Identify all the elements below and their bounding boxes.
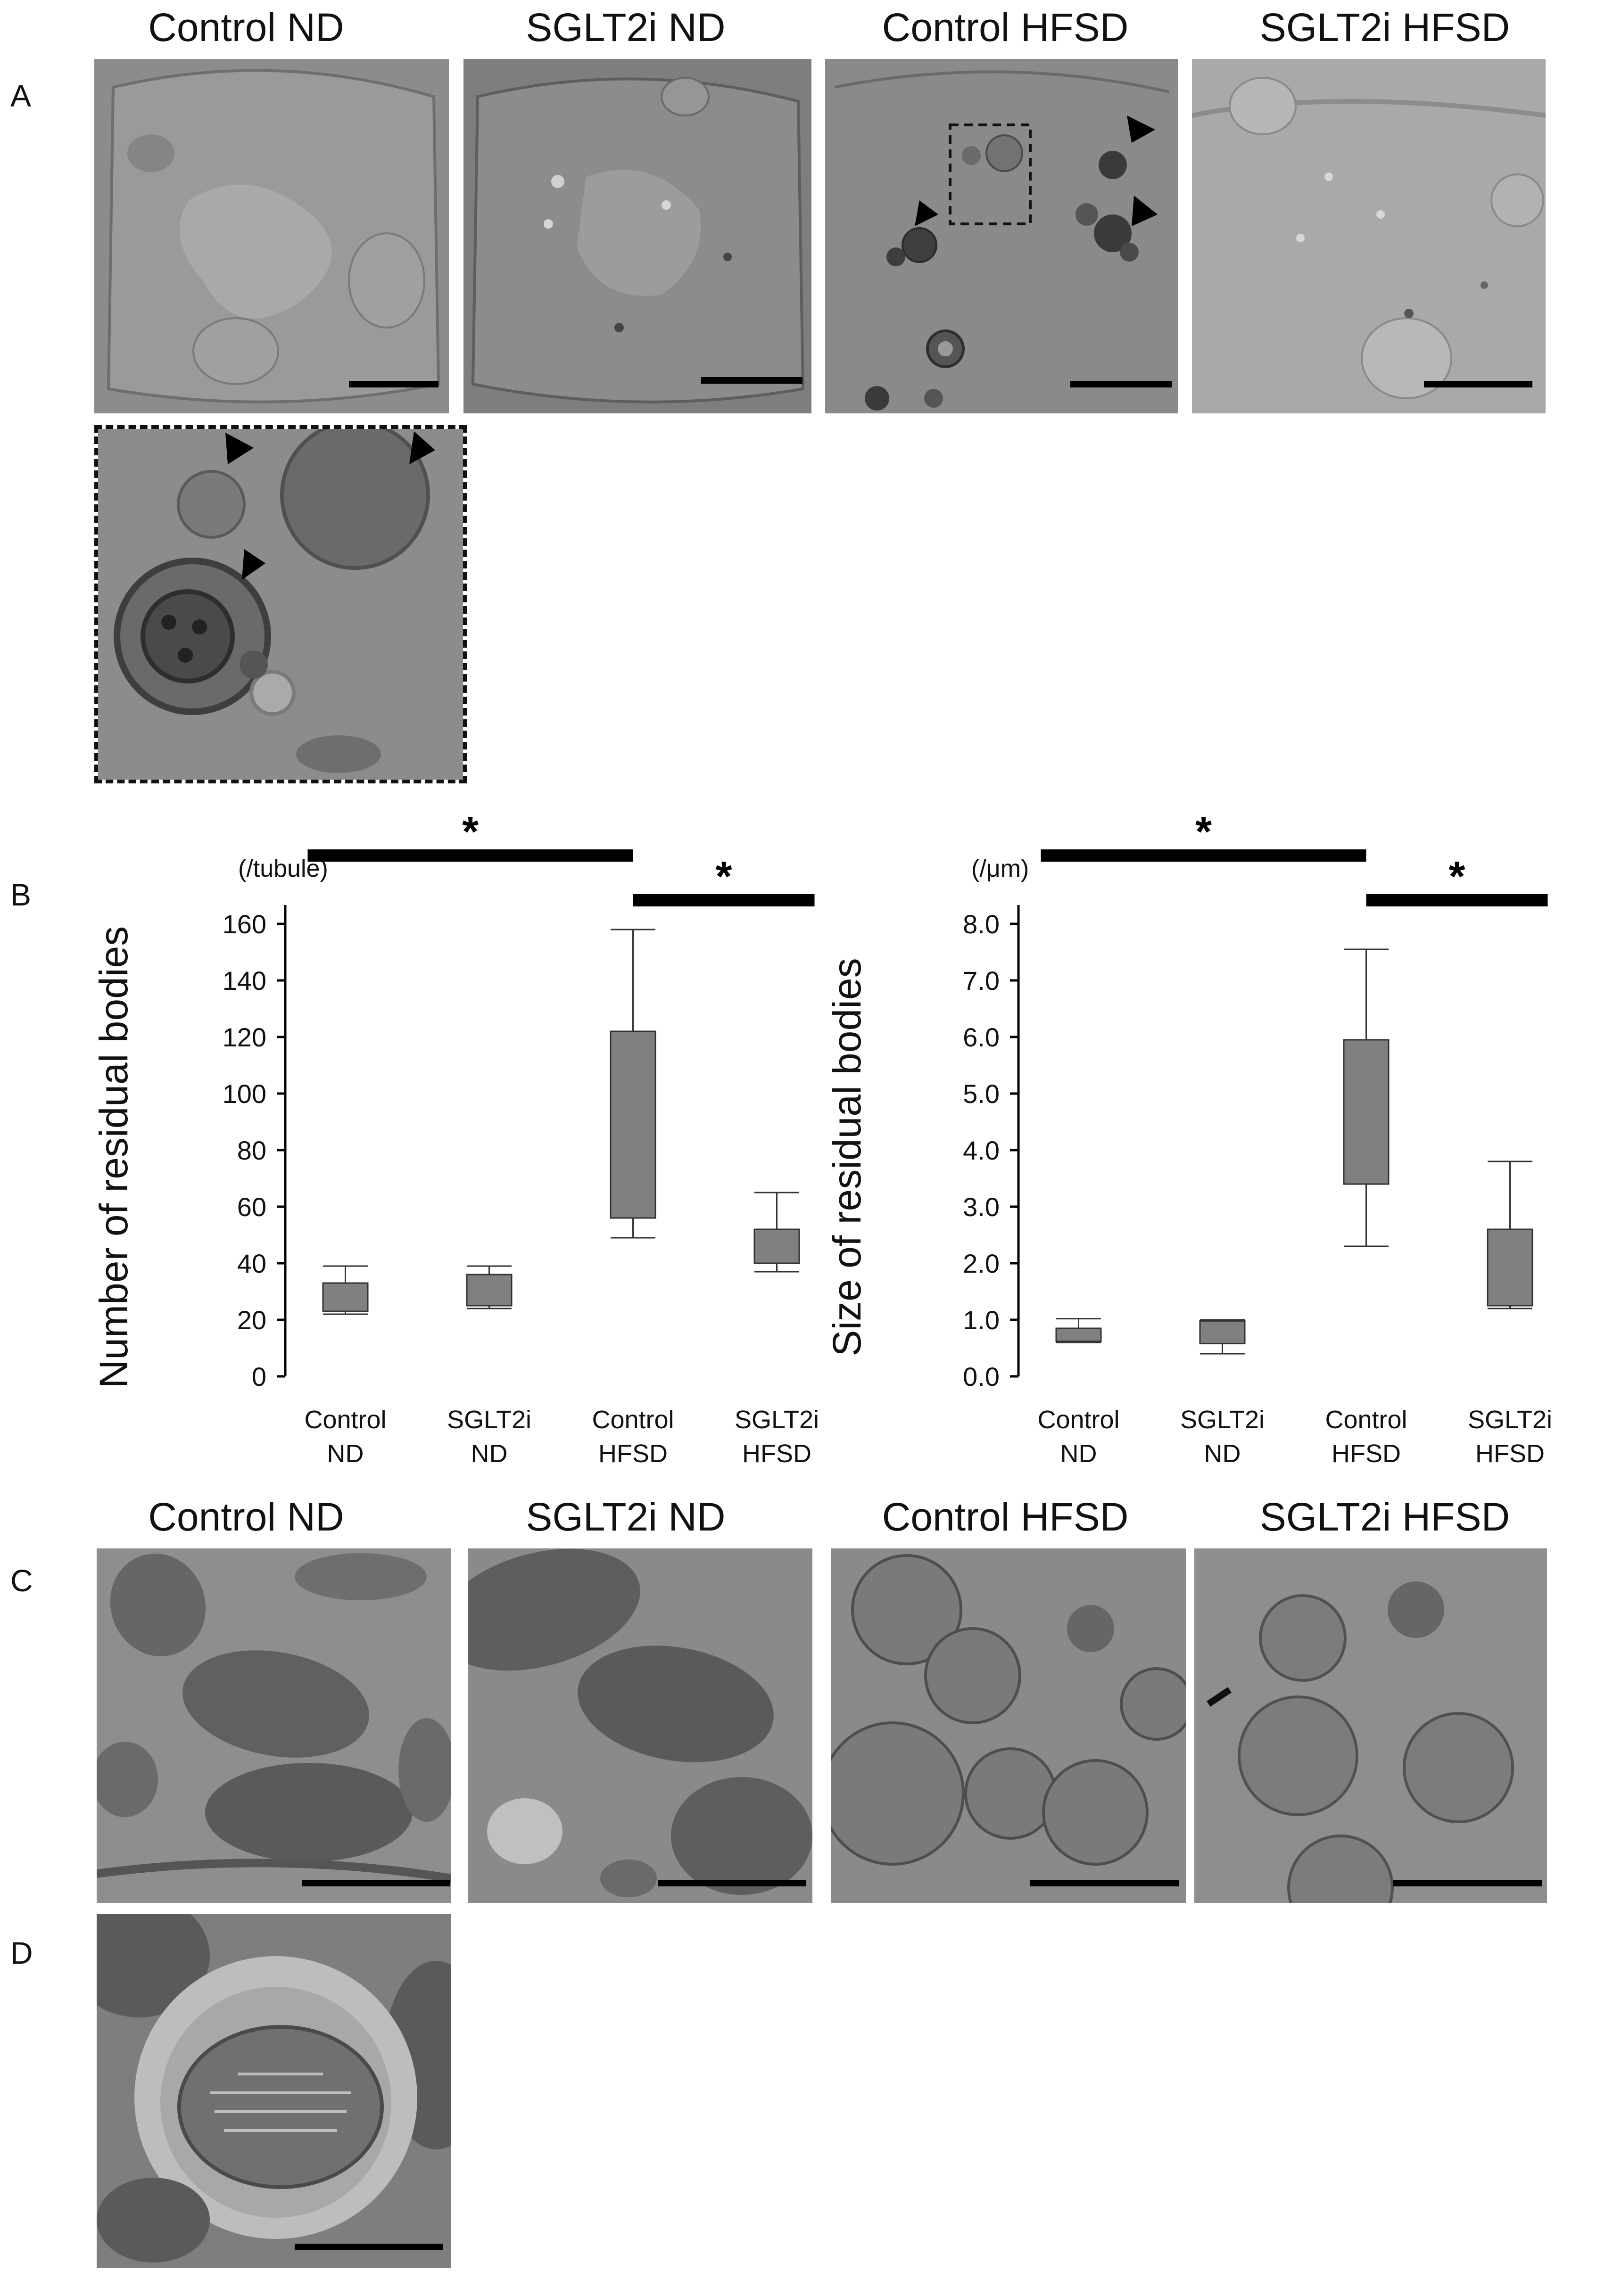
- x-category-label: SGLT2i: [1468, 1406, 1552, 1434]
- em-image-c-control-hfsd: [831, 1548, 1186, 1903]
- x-category-label: Control: [304, 1406, 386, 1434]
- y-tick-label: 40: [237, 1249, 266, 1278]
- em-image-a-sglt2i-nd: [463, 59, 811, 413]
- scale-bar: [349, 381, 438, 387]
- em-image-c-sglt2i-nd: [468, 1548, 812, 1903]
- em-image-a-sglt2i-hfsd: [1192, 59, 1546, 413]
- box: [610, 1030, 656, 1219]
- title-a-sglt2i-nd: SGLT2i ND: [526, 5, 726, 49]
- title-c-sglt2i-nd: SGLT2i ND: [526, 1495, 726, 1539]
- box: [1055, 1327, 1102, 1342]
- panel-label-d: D: [10, 1935, 33, 1970]
- x-category-label: HFSD: [742, 1440, 811, 1468]
- x-category-label: Control: [592, 1406, 674, 1434]
- scale-bar: [302, 1880, 450, 1886]
- box: [1487, 1228, 1533, 1307]
- y-tick-label: 160: [223, 909, 266, 939]
- significance-star: *: [1448, 853, 1465, 900]
- panel-label-c: C: [10, 1563, 33, 1598]
- chart-size-residual-bodies: 0.0 1.0 2.0 3.0 4.0 5.0 6.0 7.0 8.0 (/μm) Size of …: [797, 782, 1605, 1490]
- scale-bar: [1424, 381, 1532, 387]
- x-category-label: SGLT2i: [735, 1406, 819, 1434]
- title-a-sglt2i-hfsd: SGLT2i HFSD: [1259, 5, 1510, 49]
- arrowhead-icon: [1132, 196, 1158, 226]
- title-c-control-nd: Control ND: [148, 1495, 344, 1539]
- x-category-label: HFSD: [598, 1440, 668, 1468]
- x-category-label: Control: [1037, 1406, 1119, 1434]
- arrowhead-icon: [409, 431, 435, 464]
- arrowhead-icon: [915, 200, 938, 226]
- x-category-label: SGLT2i: [447, 1406, 531, 1434]
- x-category-label: SGLT2i: [1180, 1406, 1265, 1434]
- y-tick-label: 140: [223, 966, 266, 996]
- em-image-a-inset: [94, 425, 467, 783]
- em-image-c-sglt2i-hfsd: [1194, 1548, 1547, 1903]
- y-tick-label: 100: [223, 1079, 266, 1109]
- arrowhead-icon: [1127, 115, 1155, 143]
- scale-bar: [1070, 381, 1172, 387]
- x-category-label: HFSD: [1332, 1440, 1401, 1468]
- x-category-label: HFSD: [1475, 1440, 1545, 1468]
- y-axis-title: Number of residual bodies: [91, 926, 136, 1389]
- box: [1199, 1320, 1246, 1344]
- y-tick-label: 7.0: [963, 966, 1000, 996]
- panel-label-a: A: [10, 78, 32, 113]
- y-tick-label: 6.0: [963, 1022, 1000, 1052]
- title-c-sglt2i-hfsd: SGLT2i HFSD: [1259, 1495, 1510, 1539]
- x-category-label: Control: [1325, 1406, 1407, 1434]
- title-c-control-hfsd: Control HFSD: [882, 1495, 1129, 1539]
- scale-bar: [1030, 1880, 1179, 1886]
- box: [753, 1228, 800, 1264]
- panel-label-b: B: [10, 877, 32, 912]
- scale-bar: [701, 377, 802, 384]
- scale-bar: [1393, 1880, 1542, 1886]
- y-tick-label: 80: [237, 1136, 266, 1165]
- y-tick-label: 0: [252, 1362, 266, 1391]
- y-axis-title: Size of residual bodies: [825, 958, 869, 1356]
- arrowhead-icon: [242, 549, 265, 580]
- y-tick-label: 1.0: [963, 1305, 1000, 1335]
- y-tick-label: 2.0: [963, 1249, 1000, 1278]
- x-category-label: ND: [327, 1440, 364, 1468]
- title-a-control-nd: Control ND: [148, 5, 344, 49]
- em-image-a-control-nd: [94, 59, 449, 413]
- x-category-label: ND: [471, 1440, 508, 1468]
- y-tick-label: 3.0: [963, 1192, 1000, 1222]
- x-category-label: ND: [1204, 1440, 1241, 1468]
- significance-star: *: [1195, 808, 1212, 856]
- y-tick-label: 4.0: [963, 1136, 1000, 1165]
- em-image-d-mitochondrion: [97, 1914, 451, 2268]
- box: [322, 1282, 369, 1312]
- significance-star: *: [462, 808, 479, 856]
- significance-star: *: [715, 853, 732, 900]
- x-category-label: ND: [1060, 1440, 1097, 1468]
- y-tick-label: 8.0: [963, 909, 1000, 939]
- y-tick-label: 60: [237, 1192, 266, 1222]
- y-tick-label: 0.0: [963, 1362, 1000, 1391]
- scale-bar: [295, 2244, 443, 2250]
- title-a-control-hfsd: Control HFSD: [882, 5, 1129, 49]
- box: [466, 1274, 513, 1307]
- y-tick-label: 120: [223, 1022, 266, 1052]
- arrowhead-icon: [225, 433, 254, 464]
- chart-number-residual-bodies: 0 20 40 60 80 100 120 140 160 (/tubule) Number of …: [0, 782, 819, 1490]
- em-image-c-control-nd: [97, 1548, 451, 1903]
- em-image-a-control-hfsd: [825, 59, 1178, 413]
- y-tick-label: 20: [237, 1305, 266, 1335]
- y-unit-label: (/μm): [971, 855, 1029, 882]
- box: [1343, 1039, 1390, 1185]
- y-tick-label: 5.0: [963, 1079, 1000, 1109]
- scale-bar: [658, 1880, 806, 1886]
